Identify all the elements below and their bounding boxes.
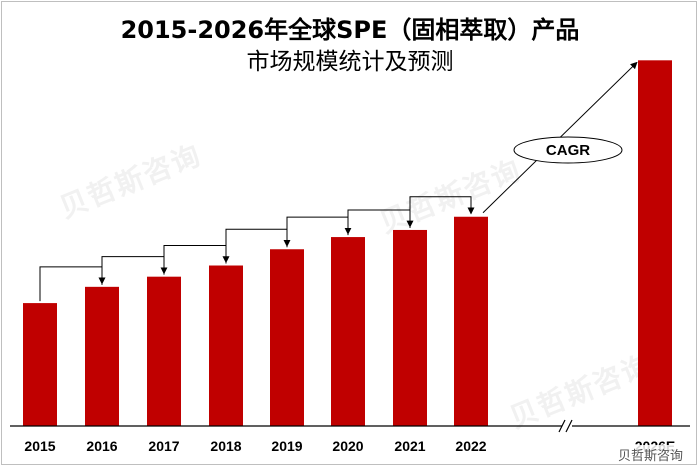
x-tick-label: 2018 xyxy=(210,438,241,454)
x-tick-label: 2016 xyxy=(86,438,117,454)
weibo-watermark: 贝哲斯咨询 xyxy=(614,445,686,464)
axis-break-mark xyxy=(565,419,573,433)
bar-2022 xyxy=(454,216,488,426)
x-tick-label: 2022 xyxy=(455,438,486,454)
bar-2017 xyxy=(147,276,181,426)
x-tick-label: 2019 xyxy=(271,438,302,454)
bar-2018 xyxy=(209,265,243,426)
axis-break-mark xyxy=(558,419,566,433)
bar-2021 xyxy=(393,229,427,426)
title-line-1: 2015-2026年全球SPE（固相萃取）产品 xyxy=(120,16,580,44)
bar-2015 xyxy=(23,303,57,426)
title-line-2: 市场规模统计及预测 xyxy=(246,49,454,75)
chart-title: 2015-2026年全球SPE（固相萃取）产品 市场规模统计及预测 xyxy=(0,14,700,78)
cagr-ellipse xyxy=(513,136,623,164)
bar-2026E xyxy=(638,60,672,426)
x-tick-label: 2020 xyxy=(332,438,363,454)
x-tick-label: 2021 xyxy=(394,438,425,454)
growth-arrow xyxy=(409,196,475,228)
bar-2019 xyxy=(270,249,304,426)
bar-2020 xyxy=(331,237,365,426)
x-tick-label: 2015 xyxy=(24,438,55,454)
bar-2016 xyxy=(85,286,119,426)
cagr-label: CAGR xyxy=(546,142,590,159)
x-tick-label: 2017 xyxy=(148,438,179,454)
